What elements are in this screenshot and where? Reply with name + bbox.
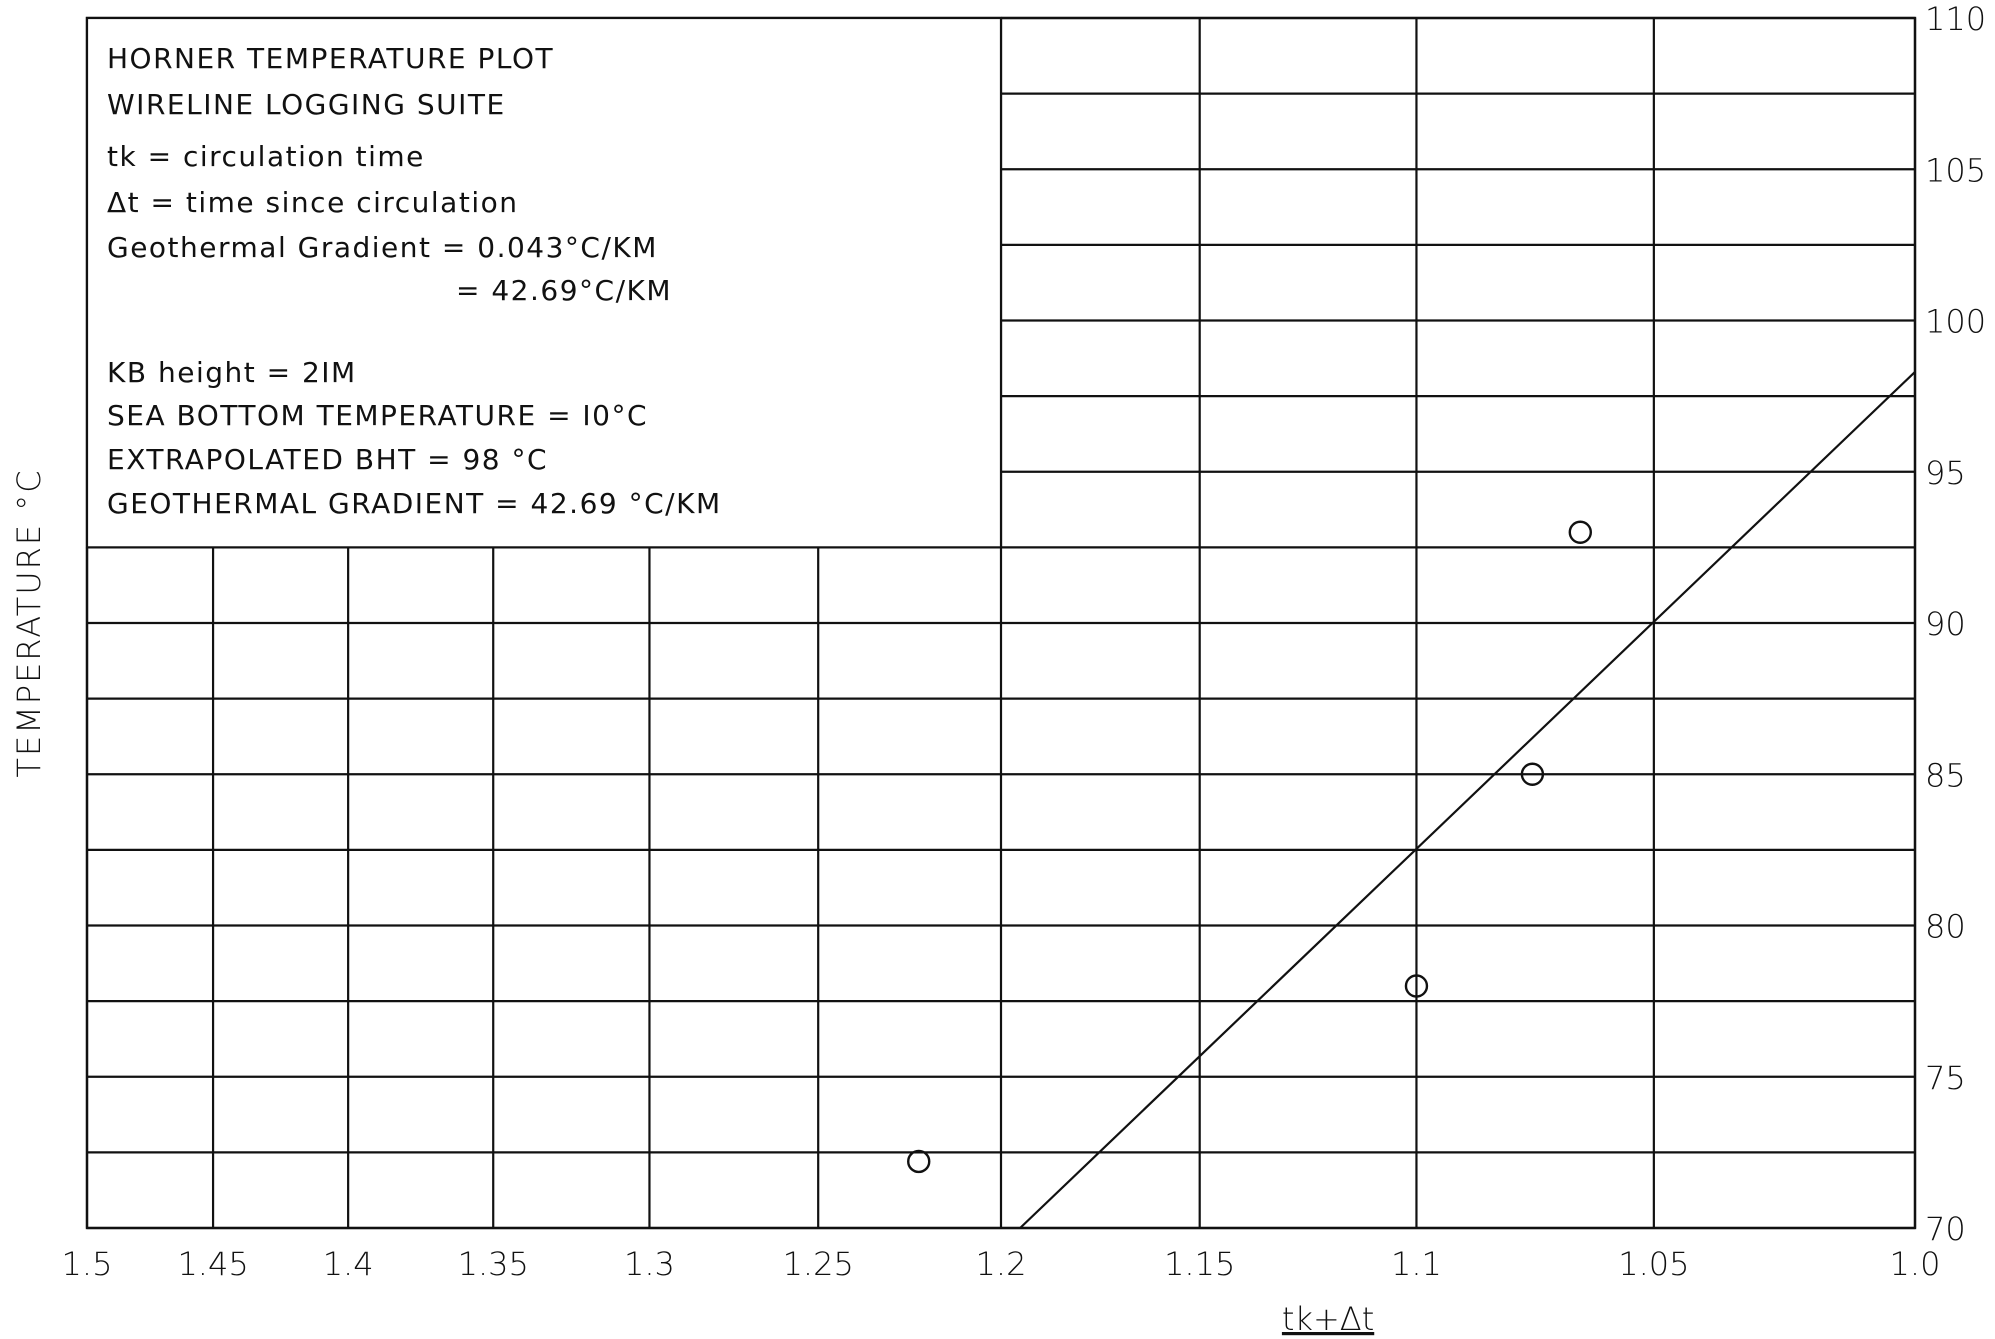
data-point xyxy=(1404,974,1429,998)
x-tick-label: 1.3 xyxy=(624,1245,675,1283)
trendline xyxy=(1019,371,1916,1229)
data-point xyxy=(907,1149,931,1174)
legend-line: SEA BOTTOM TEMPERATURE = I0°C xyxy=(107,399,648,432)
y-tick-label: 95 xyxy=(1925,454,1966,492)
y-tick-label: 70 xyxy=(1925,1210,1966,1248)
legend-line: Geothermal Gradient = 0.043°C/KM xyxy=(107,231,658,264)
y-tick-label: 90 xyxy=(1925,605,1966,643)
y-tick-label: 105 xyxy=(1925,151,1986,189)
y-tick-label: 100 xyxy=(1925,303,1986,341)
legend-line: GEOTHERMAL GRADIENT = 42.69 °C/KM xyxy=(107,487,722,520)
y-axis-label: TEMPERATURE °C xyxy=(10,468,48,777)
y-tick-label: 110 xyxy=(1925,0,1986,38)
legend-line: KB height = 2IM xyxy=(107,356,357,389)
x-tick-label: 1.5 xyxy=(62,1245,113,1283)
y-tick-label: 75 xyxy=(1925,1059,1966,1097)
data-point xyxy=(1568,520,1592,544)
x-tick-label: 1.2 xyxy=(976,1245,1027,1283)
legend-box: HORNER TEMPERATURE PLOT WIRELINE LOGGING … xyxy=(85,16,1003,549)
y-tick-label: 85 xyxy=(1925,756,1966,794)
trendline-layer xyxy=(1019,371,1916,1229)
x-axis-label: tk+Δt xyxy=(1282,1300,1374,1338)
legend-line: = 42.69°C/KM xyxy=(456,274,672,307)
data-point xyxy=(1520,762,1545,786)
legend-line: WIRELINE LOGGING SUITE xyxy=(107,88,506,121)
legend-line: tk = circulation time xyxy=(107,140,425,173)
x-tick-label: 1.15 xyxy=(1164,1245,1235,1283)
x-tick-label: 1.35 xyxy=(458,1245,529,1283)
legend-line: Δt = time since circulation xyxy=(107,186,518,219)
y-tick-labels: 70 75 80 85 90 95 100 105 110 xyxy=(1925,0,1986,1248)
legend-line: HORNER TEMPERATURE PLOT xyxy=(107,42,554,75)
x-tick-label: 1.25 xyxy=(783,1245,854,1283)
x-tick-labels: 1.5 1.45 1.4 1.35 1.3 1.25 1.2 1.15 1.1 1.05 1.0 xyxy=(62,1245,1941,1283)
y-tick-label: 80 xyxy=(1925,908,1966,946)
legend-box-border xyxy=(85,16,1003,549)
grid xyxy=(85,16,1917,1230)
x-tick-label: 1.1 xyxy=(1391,1245,1442,1283)
data-points xyxy=(907,520,1592,1174)
x-tick-label: 1.4 xyxy=(323,1245,374,1283)
x-tick-label: 1.45 xyxy=(177,1245,248,1283)
x-tick-label: 1.0 xyxy=(1890,1245,1941,1283)
axis-labels: tk+Δt TEMPERATURE °C xyxy=(10,468,1374,1338)
x-tick-label: 1.05 xyxy=(1618,1245,1689,1283)
legend-line: EXTRAPOLATED BHT = 98 °C xyxy=(107,443,548,476)
